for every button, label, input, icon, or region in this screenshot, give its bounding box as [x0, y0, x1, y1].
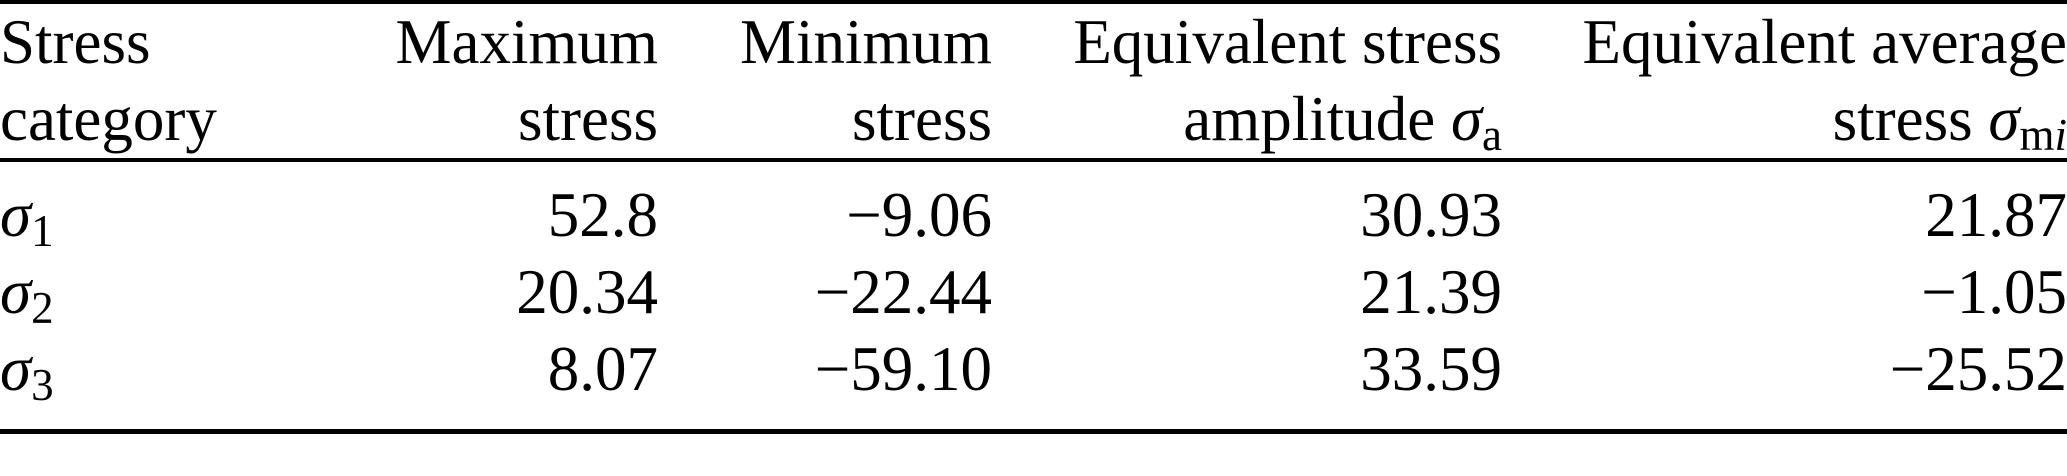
table-header: Stress category Maximum stress Minimum s…	[0, 2, 2067, 162]
cell-maximum-stress: 8.07	[547, 334, 658, 404]
row-label-subscript: 2	[31, 282, 54, 333]
header-line2: stress	[852, 84, 992, 154]
cell-equivalent-average-stress: −25.52	[1889, 334, 2067, 404]
stress-results-table: Stress category Maximum stress Minimum s…	[0, 0, 2067, 434]
header-line1: Stress	[0, 7, 151, 77]
row-label: σ2	[0, 254, 330, 331]
sigma-symbol: σ	[1988, 84, 2020, 154]
table-row-sigma3: σ3 8.07 −59.10 33.59 −25.52	[0, 331, 2067, 432]
table-row-sigma2: σ2 20.34 −22.44 21.39 −1.05	[0, 254, 2067, 331]
header-cell-minimum-stress: Minimum stress	[658, 2, 992, 162]
sigma-subscript-mi: mi	[2019, 110, 2067, 160]
subscript-i: i	[2054, 109, 2067, 160]
cell-equivalent-stress-amplitude: 30.93	[1360, 180, 1502, 250]
header-line2: amplitude σa	[992, 81, 1502, 158]
cell-equivalent-stress-amplitude: 21.39	[1360, 257, 1502, 327]
header-cell-stress-category: Stress category	[0, 2, 330, 162]
row-label-subscript: 3	[31, 359, 54, 410]
cell-minimum-stress: −22.44	[814, 257, 992, 327]
header-line2: category	[0, 84, 217, 154]
table-body: σ1 52.8 −9.06 30.93 21.87 σ2 20.34 −22.4…	[0, 160, 2067, 432]
header-line1: Maximum	[395, 7, 659, 77]
cell-equivalent-stress-amplitude: 33.59	[1360, 334, 1502, 404]
header-row: Stress category Maximum stress Minimum s…	[0, 2, 2067, 162]
header-line2: stress	[518, 84, 658, 154]
sigma-symbol: σ	[1450, 84, 1483, 154]
header-cell-maximum-stress: Maximum stress	[330, 2, 659, 162]
table-row-sigma1: σ1 52.8 −9.06 30.93 21.87	[0, 160, 2067, 254]
header-line2-text: amplitude	[1183, 84, 1451, 154]
header-line1: Equivalent stress	[1073, 7, 1502, 77]
cell-equivalent-average-stress: 21.87	[1925, 180, 2067, 250]
cell-maximum-stress: 20.34	[516, 257, 658, 327]
sigma-symbol: σ	[0, 257, 32, 327]
cell-equivalent-average-stress: −1.05	[1921, 257, 2067, 327]
sigma-symbol: σ	[0, 180, 32, 250]
header-line2: stress σmi	[1502, 81, 2067, 158]
sigma-subscript-a: a	[1482, 109, 1502, 160]
header-cell-equivalent-average-stress: Equivalent average stress σmi	[1502, 2, 2067, 162]
cell-maximum-stress: 52.8	[547, 180, 658, 250]
sigma-symbol: σ	[0, 334, 32, 404]
cell-minimum-stress: −9.06	[846, 180, 992, 250]
subscript-m: m	[2019, 109, 2055, 160]
cell-minimum-stress: −59.10	[814, 334, 992, 404]
header-line1: Minimum	[739, 7, 992, 77]
header-cell-equivalent-stress-amplitude: Equivalent stress amplitude σa	[992, 2, 1502, 162]
row-label-subscript: 1	[31, 205, 54, 256]
header-line2-text: stress	[1832, 84, 1989, 154]
header-line1: Equivalent average	[1582, 7, 2067, 77]
row-label: σ3	[0, 331, 330, 432]
row-label: σ1	[0, 160, 330, 254]
